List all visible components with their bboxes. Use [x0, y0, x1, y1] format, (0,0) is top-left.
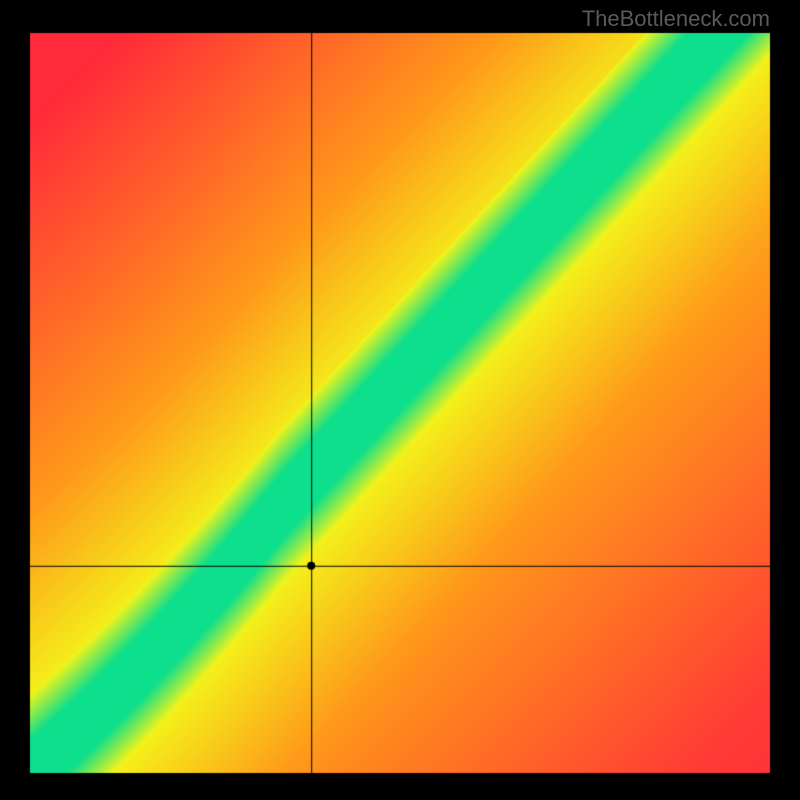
- chart-container: TheBottleneck.com: [0, 0, 800, 800]
- heatmap-canvas: [0, 0, 800, 800]
- watermark-text: TheBottleneck.com: [582, 6, 770, 32]
